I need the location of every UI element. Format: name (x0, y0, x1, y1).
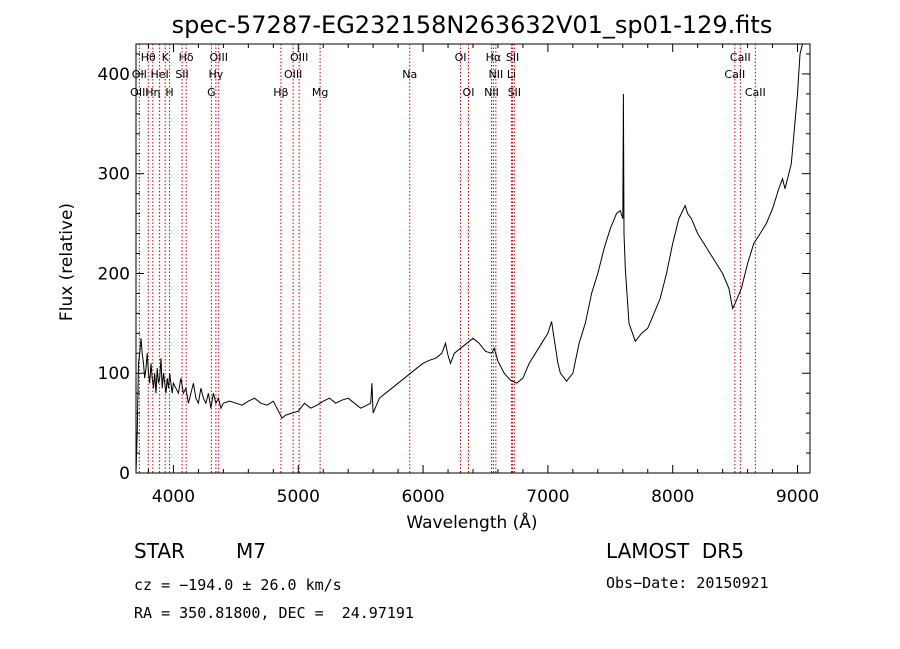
line-label-1: K (162, 51, 170, 64)
line-label-9: OII (132, 68, 147, 81)
line-label-17: CaII (724, 68, 745, 81)
y-axis-label: Flux (relative) (57, 203, 77, 321)
line-label-16: Li (507, 68, 516, 81)
line-label-11: SII (175, 68, 188, 81)
line-label-12: Hγ (208, 68, 223, 81)
line-label-14: Na (402, 68, 417, 81)
ra-dec-coordinates: RA = 350.81800, DEC = 24.97191 (134, 604, 414, 622)
x-axis-ticks: 4000 5000 6000 7000 8000 9000 (147, 44, 819, 507)
line-label-20: H (165, 86, 173, 99)
observation-date: Obs−Date: 20150921 (606, 574, 769, 592)
object-subclass: M7 (236, 539, 266, 563)
line-label-7: SII (506, 51, 519, 64)
line-label-4: OIII (290, 51, 308, 64)
y-axis-ticks: 0 100 200 300 400 (98, 53, 810, 484)
line-label-15: NII (488, 68, 503, 81)
line-label-26: SII (508, 86, 521, 99)
spectrum-series-line (135, 43, 803, 474)
chart-title: spec-57287-EG232158N263632V01_sp01-129.f… (172, 11, 773, 39)
spectral-line-markers (138, 44, 756, 473)
object-class: STAR (134, 539, 185, 563)
line-label-2: Hδ (179, 51, 194, 64)
line-label-19: Hη (145, 86, 160, 99)
plot-frame (135, 43, 811, 474)
line-label-23: Mg (312, 86, 328, 99)
line-label-21: G (207, 86, 216, 99)
line-label-3: OIII (210, 51, 228, 64)
redshift-velocity: cz = −194.0 ± 26.0 km/s (134, 576, 342, 594)
line-label-18: OIII (130, 86, 148, 99)
line-label-0: Hθ (141, 51, 156, 64)
line-label-5: OI (455, 51, 467, 64)
line-label-27: CaII (745, 86, 766, 99)
spectral-line-labels: Hθ K Hδ OIII OIII OI Hα SII CaII OII HeI SII Hγ OIII N… (130, 51, 766, 99)
y-tick-label-2: 200 (98, 264, 130, 284)
x-tick-label-0: 4000 (152, 487, 195, 507)
y-tick-label-4: 400 (98, 65, 130, 85)
y-tick-label-1: 100 (98, 364, 130, 384)
line-label-22: Hβ (273, 86, 288, 99)
line-label-8: CaII (730, 51, 751, 64)
x-tick-label-3: 7000 (526, 487, 569, 507)
y-tick-label-3: 300 (98, 165, 130, 185)
line-label-6: Hα (486, 51, 502, 64)
x-tick-label-5: 9000 (776, 487, 819, 507)
x-tick-label-2: 6000 (401, 487, 444, 507)
x-tick-label-1: 5000 (277, 487, 320, 507)
x-tick-label-4: 8000 (651, 487, 694, 507)
line-label-10: HeI (150, 68, 168, 81)
y-tick-label-0: 0 (119, 464, 130, 484)
survey-name: LAMOST DR5 (606, 539, 744, 563)
x-axis-label: Wavelength (Å) (406, 511, 537, 533)
line-label-25: NII (484, 86, 499, 99)
line-label-24: OI (463, 86, 475, 99)
line-label-13: OIII (284, 68, 302, 81)
